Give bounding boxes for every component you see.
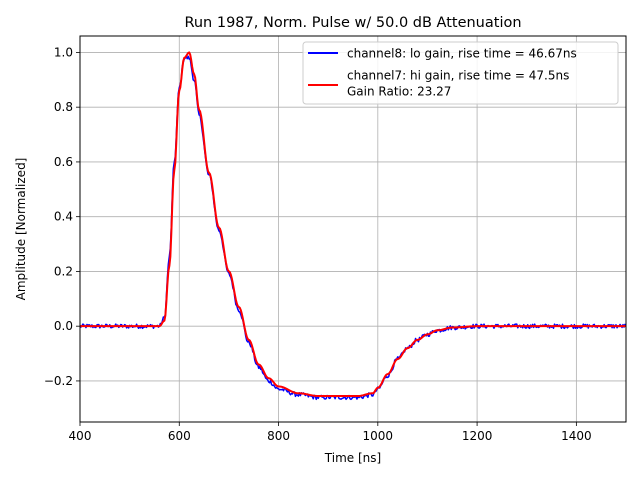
x-tick-label: 1000 xyxy=(363,429,394,443)
x-tick-label: 600 xyxy=(168,429,191,443)
legend-label-gain-ratio: Gain Ratio: 23.27 xyxy=(347,85,451,99)
y-tick-label: 0.6 xyxy=(54,155,73,169)
y-tick-label: 0.2 xyxy=(54,264,73,278)
y-tick-label: 1.0 xyxy=(54,45,73,59)
x-tick-label: 800 xyxy=(267,429,290,443)
plot-frame xyxy=(79,35,627,423)
series-layer xyxy=(79,51,627,401)
legend-label-channel7: channel7: hi gain, rise time = 47.5ns xyxy=(347,69,569,83)
series-line-channel8 xyxy=(79,55,627,401)
x-tick-label: 1200 xyxy=(462,429,493,443)
x-tick-label: 1400 xyxy=(561,429,592,443)
y-tick-label: 0.8 xyxy=(54,100,73,114)
legend: channel8: lo gain, rise time = 46.67ns c… xyxy=(302,41,619,105)
legend-box xyxy=(302,41,619,105)
series-line-channel7 xyxy=(79,51,627,397)
y-axis-label: Amplitude [Normalized] xyxy=(14,158,28,301)
chart-title: Run 1987, Norm. Pulse w/ 50.0 dB Attenua… xyxy=(184,15,521,31)
y-tick-label: 0.4 xyxy=(54,210,73,224)
y-tick-label: −0.2 xyxy=(44,374,73,388)
x-axis-label: Time [ns] xyxy=(324,451,381,465)
y-tick-label: 0.0 xyxy=(54,319,73,333)
tick-layer: 400 600 800 1000 1200 1400 −0.2 0.0 0.2 0.4 0.6 0.8… xyxy=(44,45,592,443)
x-tick-label: 400 xyxy=(69,429,92,443)
legend-label-channel8: channel8: lo gain, rise time = 46.67ns xyxy=(347,47,577,61)
